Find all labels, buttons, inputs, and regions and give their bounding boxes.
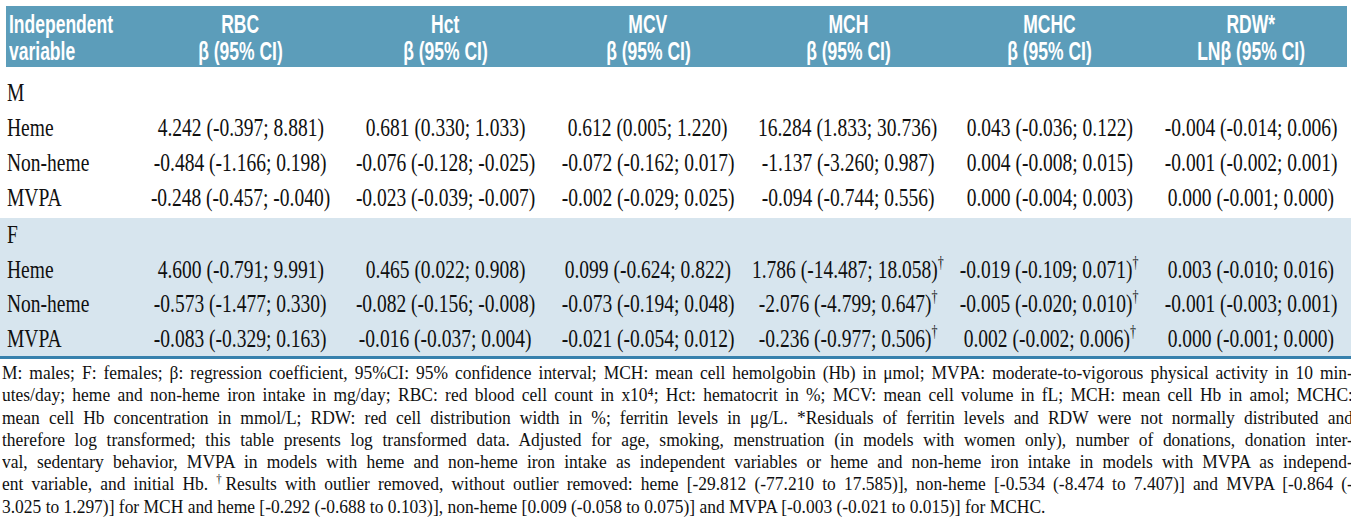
row-label: MVPA [0,324,138,354]
header-line: variable [9,38,138,65]
table-cell: 0.000 (-0.001; 0.000) [1151,324,1351,354]
footnote-line: M: males; F: females; β: regression coef… [2,362,1351,384]
table-cell: -0.573 (-1.477; 0.330) [138,289,343,319]
table-footnote: M: males; F: females; β: regression coef… [2,362,1351,518]
table-cell: 0.465 (0.022; 0.908) [343,255,548,285]
footnote-line: val, sedentary behavior, MVPA in models … [2,451,1351,473]
footnote-line: ent variable, and initial Hb. †Results w… [2,473,1351,495]
table-cell: -0.001 (-0.002; 0.001) [1151,148,1351,178]
male-section: M Heme 4.242 (-0.397; 8.881) 0.681 (0.33… [0,67,1351,215]
table-row-f-mvpa: MVPA -0.083 (-0.329; 0.163) -0.016 (-0.0… [0,322,1351,357]
table-cell: 0.099 (-0.624; 0.822) [548,255,748,285]
header-line: Independent [9,11,138,38]
table-cell: -0.019 (-0.109; 0.071)† [948,255,1151,285]
row-label: Heme [0,255,138,285]
column-header-mchc: MCHC β (95% CI) [948,9,1151,65]
header-line: β (95% CI) [548,38,748,65]
table-cell: -0.004 (-0.014; 0.006) [1151,113,1351,143]
row-label: Non-heme [0,289,138,319]
header-line: RBC [138,11,343,38]
table-cell: -0.083 (-0.329; 0.163) [138,324,343,354]
section-label: M [0,78,138,108]
table-cell: 0.043 (-0.036; 0.122) [948,113,1151,143]
table-cell: -0.082 (-0.156; -0.008) [343,289,548,319]
table-cell: 0.612 (0.005; 1.220) [548,113,748,143]
header-line: β (95% CI) [343,38,548,65]
column-header-hct: Hct β (95% CI) [343,9,548,65]
section-label-row-males: M [0,75,1351,110]
table-cell: -0.023 (-0.039; -0.007) [343,183,548,213]
table-cell: 0.000 (-0.004; 0.003) [948,183,1151,213]
table-cell: -0.072 (-0.162; 0.017) [548,148,748,178]
header-line: β (95% CI) [138,38,343,65]
table-cell: -0.001 (-0.003; 0.001) [1151,289,1351,319]
row-label: Heme [0,113,138,143]
table-cell: -0.248 (-0.457; -0.040) [138,183,343,213]
section-label: F [0,220,138,250]
column-header-rbc: RBC β (95% CI) [138,9,343,65]
column-header-rdw: RDW* LNβ (95% CI) [1151,9,1351,65]
table-cell: 0.004 (-0.008; 0.015) [948,148,1151,178]
header-line: β (95% CI) [748,38,948,65]
table-cell: 16.284 (1.833; 30.736) [748,113,948,143]
row-label: Non-heme [0,148,138,178]
table-row-f-heme: Heme 4.600 (-0.791; 9.991) 0.465 (0.022;… [0,253,1351,288]
table-cell: -0.002 (-0.029; 0.025) [548,183,748,213]
table-cell: 0.002 (-0.002; 0.006)† [948,324,1151,354]
header-line: MCHC [948,11,1151,38]
table-cell: 4.242 (-0.397; 8.881) [138,113,343,143]
column-header-mch: MCH β (95% CI) [748,9,948,65]
header-line: MCV [548,11,748,38]
table-row-m-nonheme: Non-heme -0.484 (-1.166; 0.198) -0.076 (… [0,145,1351,180]
table-row-f-nonheme: Non-heme -0.573 (-1.477; 0.330) -0.082 (… [0,287,1351,322]
table-cell: -0.021 (-0.054; 0.012) [548,324,748,354]
footnote-line: utes/day; heme and non-heme iron intake … [2,384,1351,406]
header-line: RDW* [1151,11,1351,38]
table-bottom-rule [0,356,1351,359]
header-line: MCH [748,11,948,38]
table-cell: -0.005 (-0.020; 0.010)† [948,289,1151,319]
footnote-line: mean cell Hb concentration in mmol/L; RD… [2,407,1351,429]
column-header-independent-variable: Independent variable [0,9,138,65]
table-cell: -2.076 (-4.799; 0.647)† [748,289,948,319]
regression-results-table: Independent variable RBC β (95% CI) Hct … [0,0,1351,526]
header-line: Hct [343,11,548,38]
footnote-line: therefore log transformed; this table pr… [2,429,1351,451]
table-cell: 0.003 (-0.010; 0.016) [1151,255,1351,285]
footnote-line-last: 3.025 to 1.297)] for MCH and heme [-0.29… [2,496,1351,518]
table-row-m-heme: Heme 4.242 (-0.397; 8.881) 0.681 (0.330;… [0,110,1351,145]
table-header-row: Independent variable RBC β (95% CI) Hct … [0,6,1351,67]
column-header-mcv: MCV β (95% CI) [548,9,748,65]
header-line: β (95% CI) [948,38,1151,65]
row-label: MVPA [0,183,138,213]
table-cell: 1.786 (-14.487; 18.058)† [748,255,948,285]
female-section: F Heme 4.600 (-0.791; 9.991) 0.465 (0.02… [0,218,1351,356]
table-cell: -1.137 (-3.260; 0.987) [748,148,948,178]
header-line: LNβ (95% CI) [1151,38,1351,65]
table-cell: 0.000 (-0.001; 0.000) [1151,183,1351,213]
table-cell: -0.094 (-0.744; 0.556) [748,183,948,213]
table-cell: -0.016 (-0.037; 0.004) [343,324,548,354]
table-cell: -0.236 (-0.977; 0.506)† [748,324,948,354]
table-cell: 4.600 (-0.791; 9.991) [138,255,343,285]
table-cell: 0.681 (0.330; 1.033) [343,113,548,143]
table-cell: -0.076 (-0.128; -0.025) [343,148,548,178]
table-cell: -0.073 (-0.194; 0.048) [548,289,748,319]
section-label-row-females: F [0,218,1351,253]
table-cell: -0.484 (-1.166; 0.198) [138,148,343,178]
table-row-m-mvpa: MVPA -0.248 (-0.457; -0.040) -0.023 (-0.… [0,180,1351,215]
